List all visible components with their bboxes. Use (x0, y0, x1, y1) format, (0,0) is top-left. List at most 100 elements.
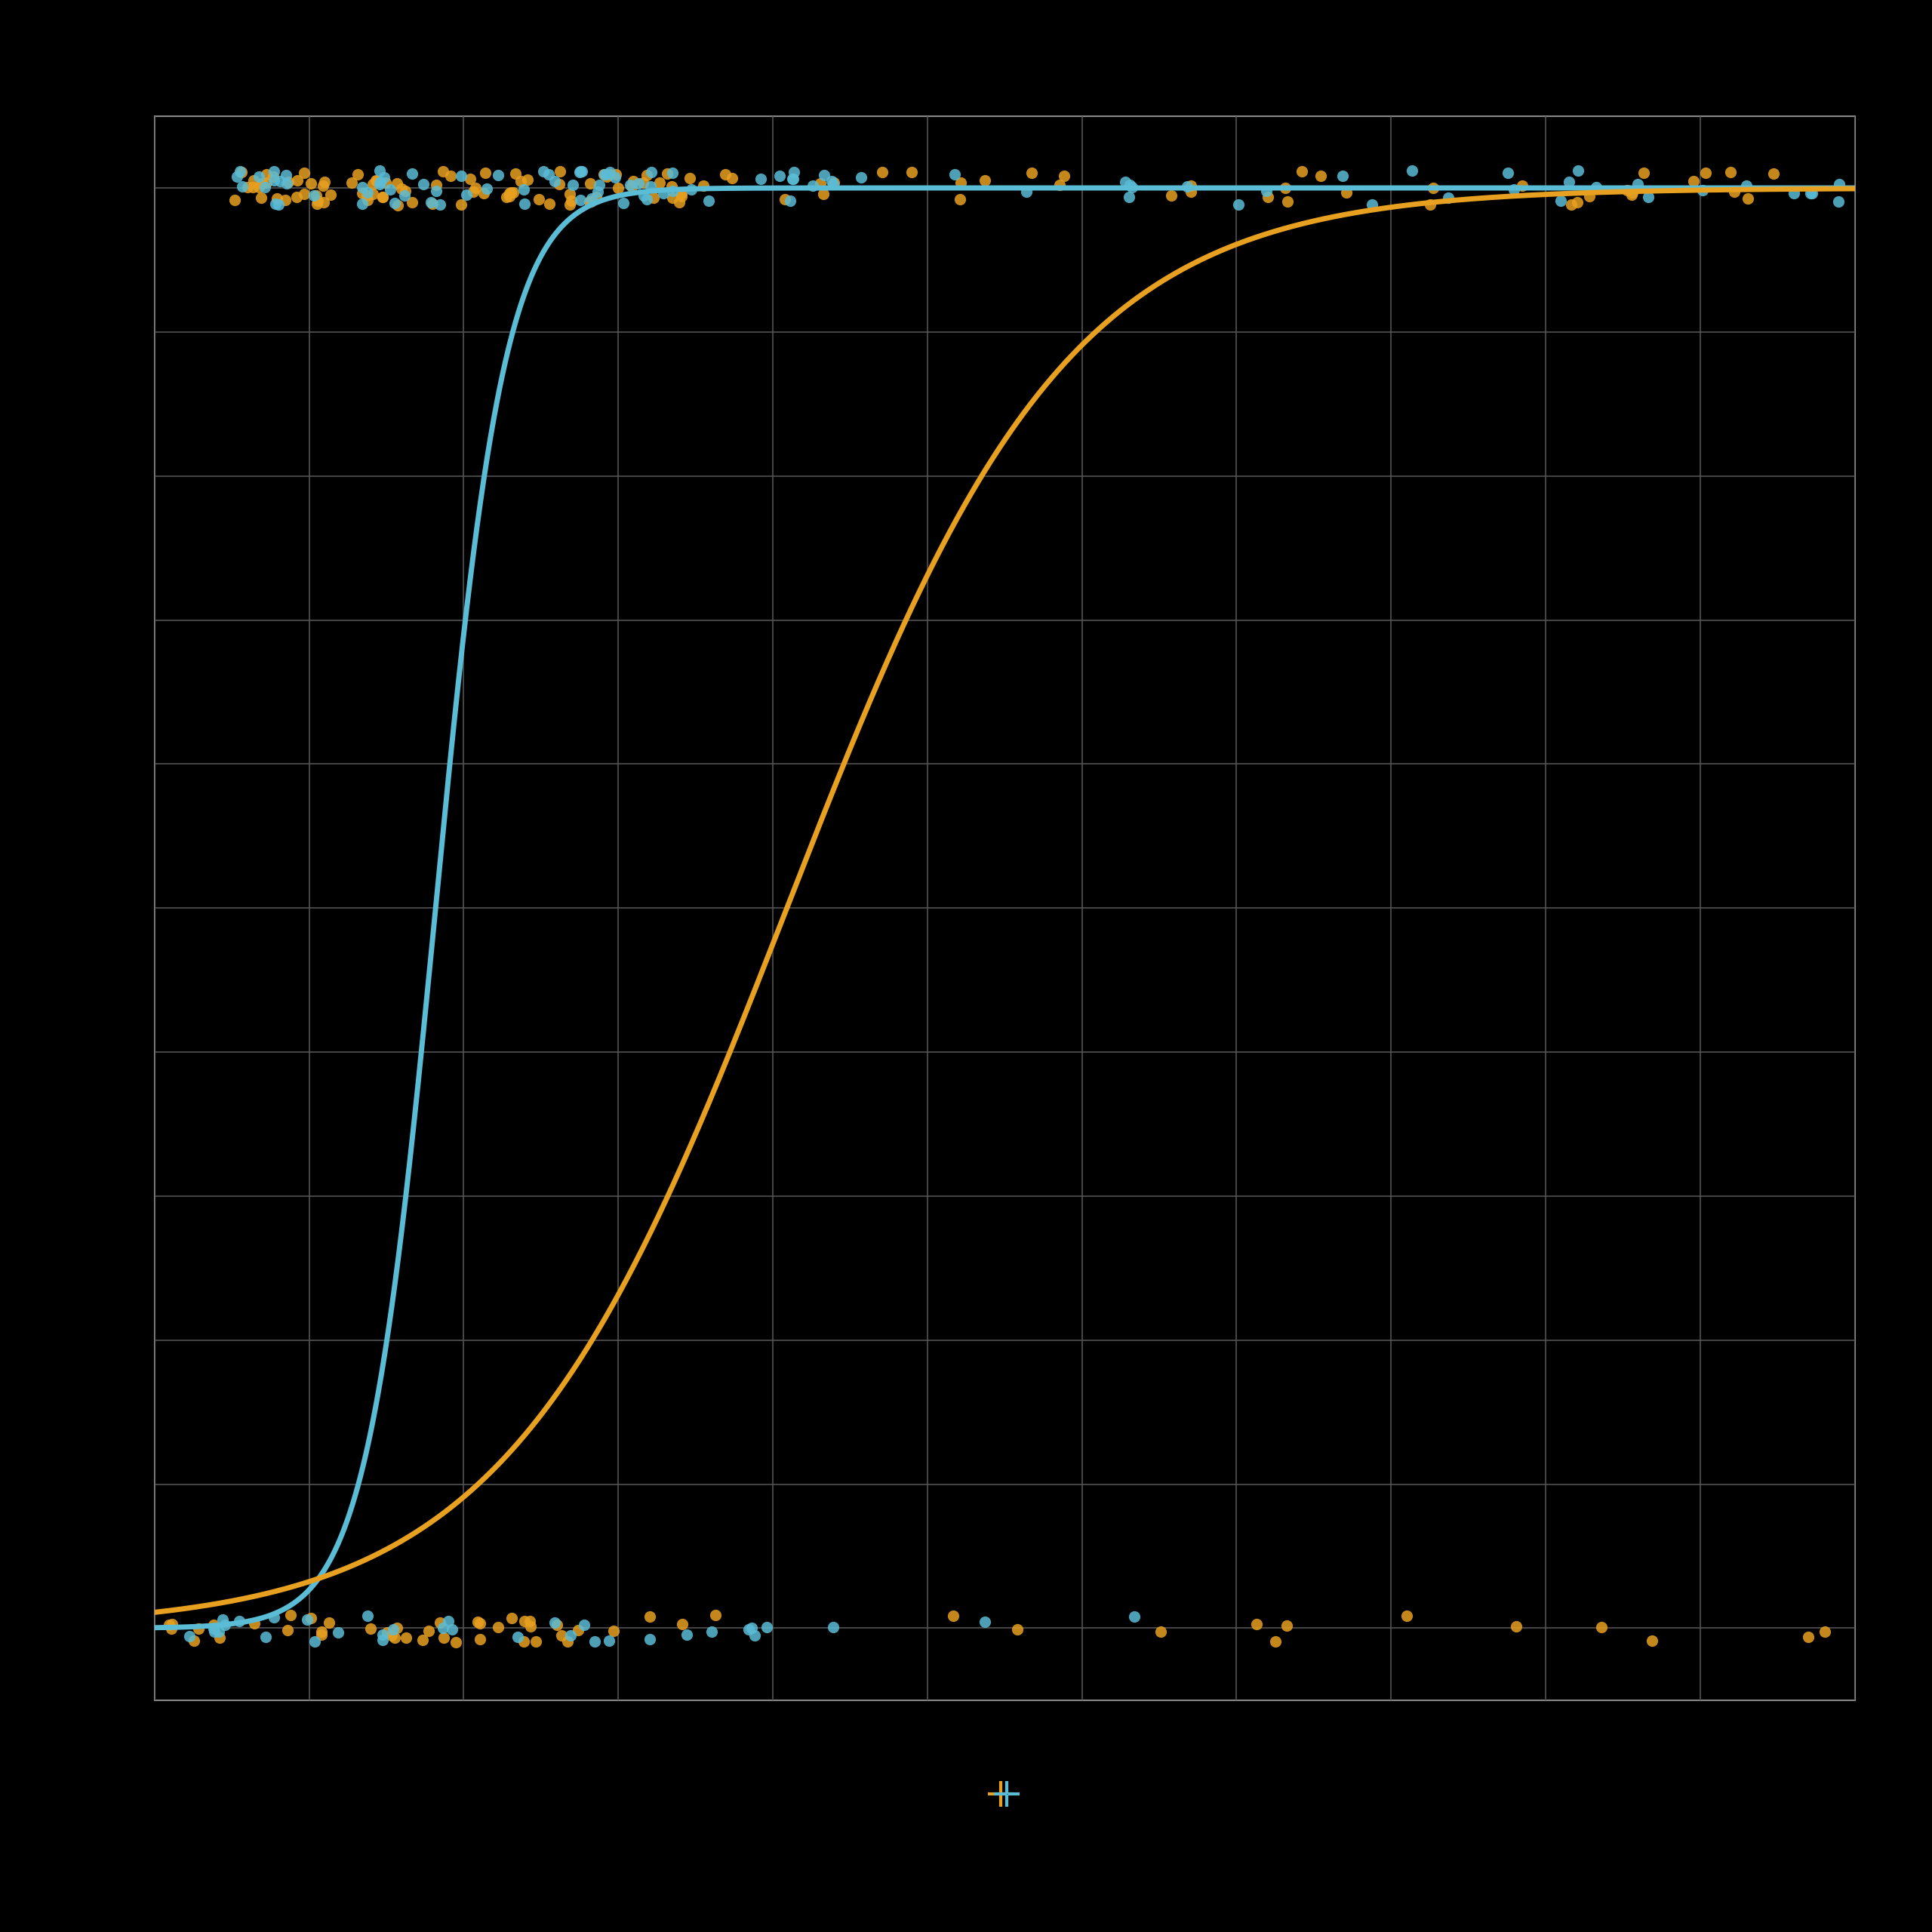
Point (817, 166, 848, 197)
Point (1115, 182, 1146, 213)
Point (468, 178, 498, 209)
Point (752, 1611, 782, 1642)
Point (462, 1607, 493, 1638)
Point (1824, 185, 1855, 216)
Point (495, 178, 526, 209)
Point (299, 180, 330, 211)
Point (292, 1604, 323, 1634)
Point (576, 184, 607, 214)
Point (243, 160, 274, 191)
Point (1252, 182, 1283, 213)
Point (315, 180, 346, 211)
Point (614, 170, 645, 201)
Point (218, 184, 249, 214)
Point (1586, 1611, 1617, 1642)
Point (576, 185, 607, 216)
Point (379, 187, 410, 218)
Point (483, 160, 514, 191)
Point (657, 182, 688, 213)
Point (342, 158, 373, 189)
Point (1687, 174, 1718, 205)
Point (769, 184, 800, 214)
Point (574, 168, 605, 199)
Point (777, 162, 808, 193)
Point (694, 185, 724, 216)
Point (628, 168, 659, 199)
Point (545, 168, 576, 199)
Point (301, 180, 332, 211)
Point (1049, 160, 1080, 191)
Point (512, 164, 543, 195)
Point (199, 1613, 230, 1644)
Point (1155, 180, 1186, 211)
Point (1793, 1621, 1824, 1652)
Point (554, 178, 585, 209)
Point (458, 176, 489, 207)
Point (667, 178, 697, 209)
Point (483, 1611, 514, 1642)
Point (498, 178, 529, 209)
Point (352, 180, 383, 211)
Point (197, 1609, 228, 1640)
Point (1507, 170, 1538, 201)
Point (1252, 176, 1283, 207)
Point (1306, 160, 1337, 191)
Point (288, 178, 319, 209)
Point (427, 1613, 458, 1644)
Point (580, 1627, 611, 1658)
Point (734, 1615, 765, 1646)
Point (591, 160, 622, 191)
Point (1119, 1602, 1150, 1633)
Point (251, 158, 282, 189)
Point (1719, 176, 1750, 207)
Point (1636, 1625, 1667, 1656)
Point (367, 1625, 398, 1656)
Point (272, 1615, 303, 1646)
Point (514, 1611, 545, 1642)
Point (1397, 155, 1428, 185)
Point (502, 1621, 533, 1652)
Point (425, 1607, 456, 1638)
Point (651, 158, 682, 189)
Point (1010, 176, 1041, 207)
Point (527, 156, 558, 187)
Point (417, 187, 448, 218)
Point (375, 174, 406, 205)
Point (491, 182, 522, 213)
Point (647, 178, 678, 209)
Point (379, 1623, 410, 1654)
Point (696, 1617, 726, 1648)
Point (524, 184, 554, 214)
Point (307, 170, 338, 201)
Point (1271, 1609, 1302, 1640)
Point (1555, 189, 1586, 220)
Point (817, 1611, 848, 1642)
Point (437, 1613, 468, 1644)
Point (1391, 1600, 1422, 1631)
Point (1677, 166, 1708, 197)
Point (184, 1613, 214, 1644)
Point (388, 180, 419, 211)
Point (1117, 172, 1148, 203)
Point (361, 166, 392, 197)
Point (263, 189, 294, 220)
Point (270, 168, 301, 199)
Point (564, 156, 595, 187)
Point (369, 168, 400, 199)
Point (510, 1605, 541, 1636)
Point (396, 158, 427, 189)
Point (396, 187, 427, 218)
Point (427, 1623, 458, 1654)
Point (846, 162, 877, 193)
Point (514, 1605, 545, 1636)
Point (383, 168, 413, 199)
Point (775, 185, 806, 216)
Point (1109, 166, 1140, 197)
Point (1499, 174, 1530, 205)
Point (1797, 178, 1828, 209)
Point (305, 1617, 336, 1648)
Point (1177, 176, 1208, 207)
Point (352, 176, 383, 207)
Point (348, 172, 379, 203)
Point (460, 172, 491, 203)
